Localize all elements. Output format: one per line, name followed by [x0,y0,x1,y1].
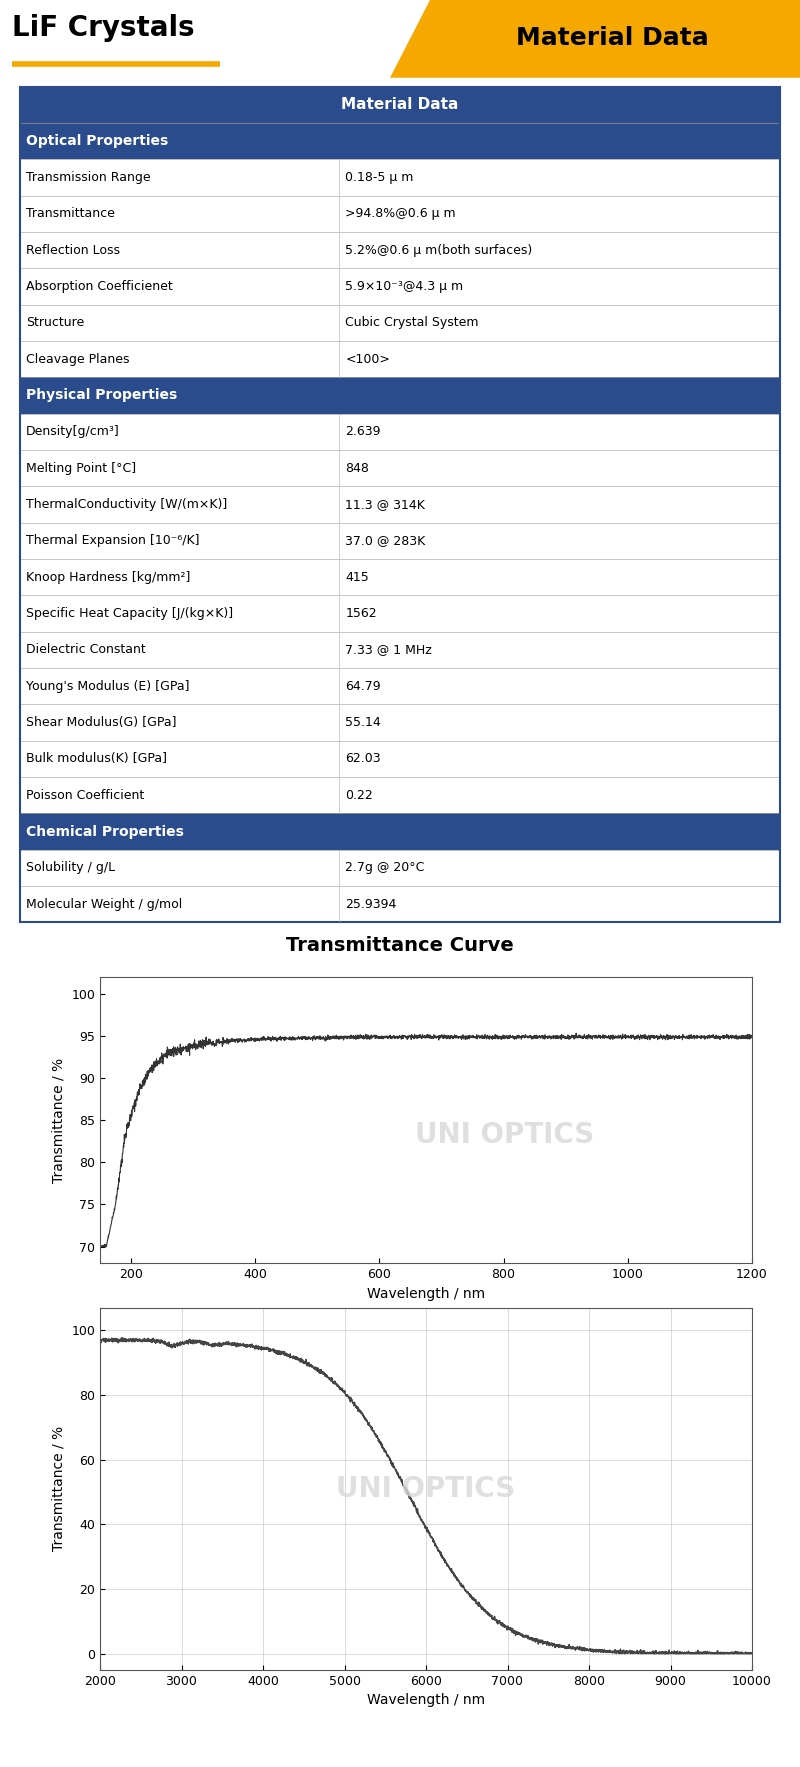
Y-axis label: Transmittance / %: Transmittance / % [52,1058,66,1182]
Text: Transmission Range: Transmission Range [26,171,150,184]
Text: 62.03: 62.03 [346,753,381,765]
Text: Young's Modulus (E) [GPa]: Young's Modulus (E) [GPa] [26,680,190,693]
Text: Shear Modulus(G) [GPa]: Shear Modulus(G) [GPa] [26,716,177,730]
Text: Solubility / g/L: Solubility / g/L [26,861,115,875]
Bar [20,631,780,668]
Bar [20,486,780,523]
Bar [20,341,780,378]
Text: ThermalConductivity [W/(m×K)]: ThermalConductivity [W/(m×K)] [26,498,227,511]
Y-axis label: Transmittance / %: Transmittance / % [52,1426,66,1551]
Bar [20,595,780,631]
Text: Material Data: Material Data [516,27,708,49]
Text: Bulk modulus(K) [GPa]: Bulk modulus(K) [GPa] [26,753,167,765]
Bar [20,850,780,885]
Text: Transmittance Curve: Transmittance Curve [286,937,514,954]
Text: 55.14: 55.14 [346,716,381,730]
Text: 1562: 1562 [346,608,377,620]
Text: 848: 848 [346,461,369,475]
Bar [20,196,780,231]
Text: 0.18-5 μ m: 0.18-5 μ m [346,171,414,184]
Bar [20,378,780,413]
Polygon shape [390,0,800,78]
Text: Transmittance: Transmittance [26,207,115,221]
Text: Cleavage Planes: Cleavage Planes [26,353,130,366]
Text: Dielectric Constant: Dielectric Constant [26,643,146,656]
Text: Melting Point [°C]: Melting Point [°C] [26,461,136,475]
Text: 64.79: 64.79 [346,680,381,693]
Text: Poisson Coefficient: Poisson Coefficient [26,788,144,802]
Text: Molecular Weight / g/mol: Molecular Weight / g/mol [26,898,182,910]
Text: 2.7g @ 20°C: 2.7g @ 20°C [346,861,425,875]
Text: Thermal Expansion [10⁻⁶/K]: Thermal Expansion [10⁻⁶/K] [26,534,199,548]
Text: Cubic Crystal System: Cubic Crystal System [346,316,478,329]
Text: Specific Heat Capacity [J/(kg×K)]: Specific Heat Capacity [J/(kg×K)] [26,608,234,620]
Bar [20,668,780,705]
Text: 5.2%@0.6 μ m(both surfaces): 5.2%@0.6 μ m(both surfaces) [346,244,533,256]
Bar [20,740,780,777]
X-axis label: Wavelength / nm: Wavelength / nm [367,1693,485,1707]
Text: 7.33 @ 1 MHz: 7.33 @ 1 MHz [346,643,432,656]
Text: 11.3 @ 314K: 11.3 @ 314K [346,498,425,511]
Text: LiF Crystals: LiF Crystals [12,14,194,42]
Text: UNI OPTICS: UNI OPTICS [336,1475,516,1502]
Text: 0.22: 0.22 [346,788,373,802]
Text: Structure: Structure [26,316,84,329]
Text: Physical Properties: Physical Properties [26,389,178,403]
Bar [20,413,780,451]
Bar [20,304,780,341]
Text: Knoop Hardness [kg/mm²]: Knoop Hardness [kg/mm²] [26,571,190,583]
Bar [20,777,780,813]
Text: Density[g/cm³]: Density[g/cm³] [26,426,120,438]
X-axis label: Wavelength / nm: Wavelength / nm [367,1286,485,1301]
Bar [20,124,780,159]
Bar [20,451,780,486]
Bar [20,159,780,196]
Text: 415: 415 [346,571,369,583]
Bar [20,231,780,269]
Bar [20,558,780,595]
Text: 2.639: 2.639 [346,426,381,438]
Text: 37.0 @ 283K: 37.0 @ 283K [346,534,426,548]
Text: UNI OPTICS: UNI OPTICS [414,1120,594,1149]
Bar [20,885,780,922]
Text: >94.8%@0.6 μ m: >94.8%@0.6 μ m [346,207,456,221]
Text: Optical Properties: Optical Properties [26,134,168,148]
Text: Reflection Loss: Reflection Loss [26,244,120,256]
Text: Material Data: Material Data [342,97,458,113]
Text: Chemical Properties: Chemical Properties [26,825,184,839]
Bar [20,87,780,124]
Text: <100>: <100> [346,353,390,366]
Bar [20,705,780,740]
Text: 25.9394: 25.9394 [346,898,397,910]
Bar [20,813,780,850]
Bar [20,269,780,304]
Text: Absorption Coefficienet: Absorption Coefficienet [26,279,173,293]
Bar [20,523,780,558]
Text: 5.9×10⁻³@4.3 μ m: 5.9×10⁻³@4.3 μ m [346,279,463,293]
